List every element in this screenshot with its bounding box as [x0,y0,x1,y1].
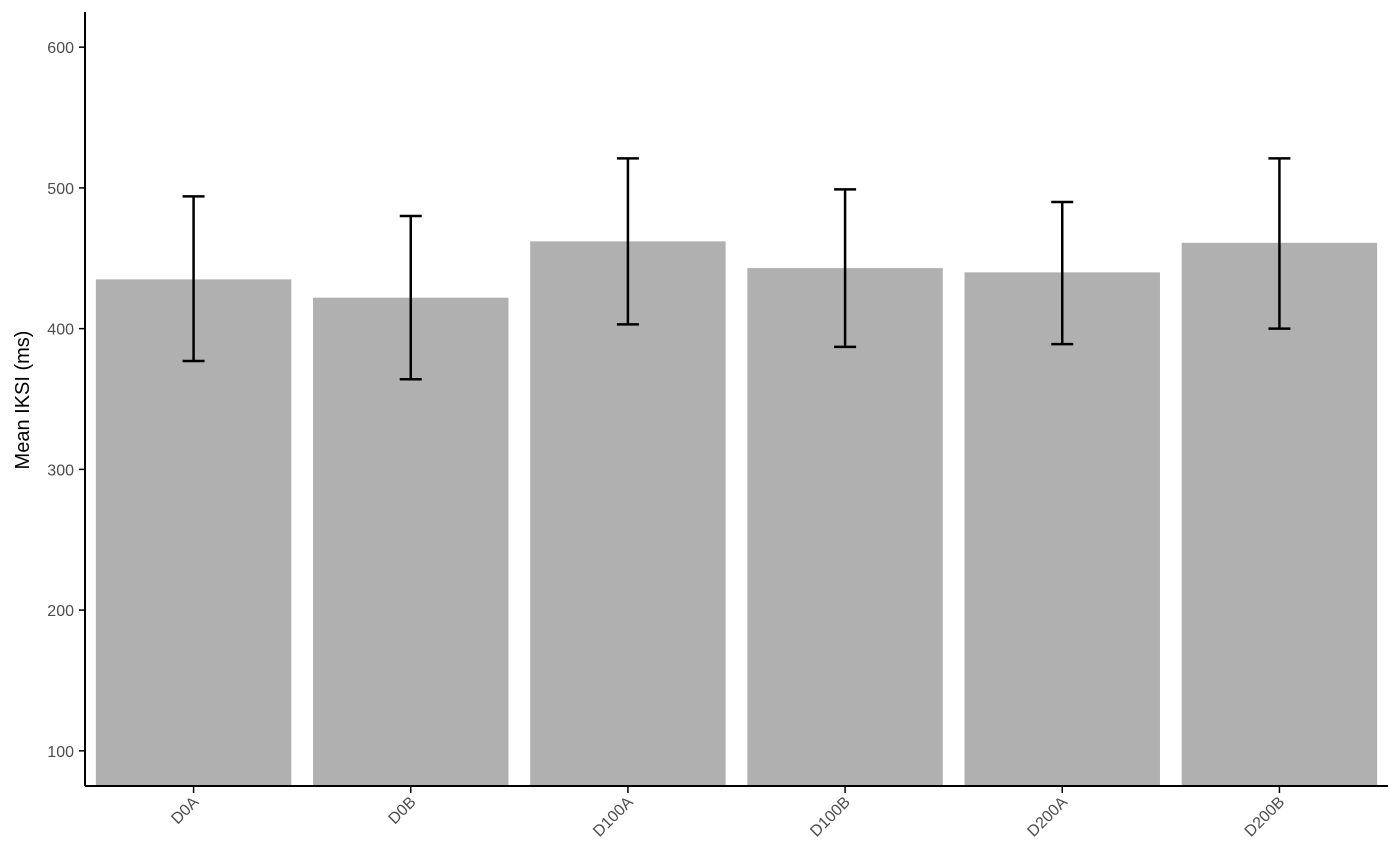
x-tick-label-D200A: D200A [1024,794,1071,841]
x-tick-label-D200B: D200B [1242,794,1289,841]
y-tick-label-200: 200 [47,603,74,620]
x-tick-label-D100B: D100B [807,794,854,841]
y-tick-label-600: 600 [47,40,74,57]
bars-layer [95,241,1378,787]
error-bar-D0A [182,195,205,363]
x-tick-label-D100A: D100A [590,794,637,841]
bar-D200A [964,272,1160,786]
y-tick-label-100: 100 [47,744,74,761]
error-bar-D100A [616,157,639,326]
error-bar-D200A [1051,200,1074,346]
y-tick-label-500: 500 [47,181,74,198]
y-tick-label-300: 300 [47,462,74,479]
y-tick-label-400: 400 [47,322,74,339]
x-tick-label-D0B: D0B [386,794,420,828]
error-bar-D100B [834,188,857,349]
y-axis-title: Mean IKSI (ms) [12,331,34,470]
bar-D100A [530,241,726,787]
bar-D200B [1181,242,1378,786]
error-bar-D200B [1268,157,1291,330]
bar-D100B [747,268,943,786]
bar-D0A [95,279,292,786]
error-bar-D0B [399,214,422,381]
x-tick-label-D0A: D0A [168,794,202,828]
error-bars-layer [182,157,1291,381]
